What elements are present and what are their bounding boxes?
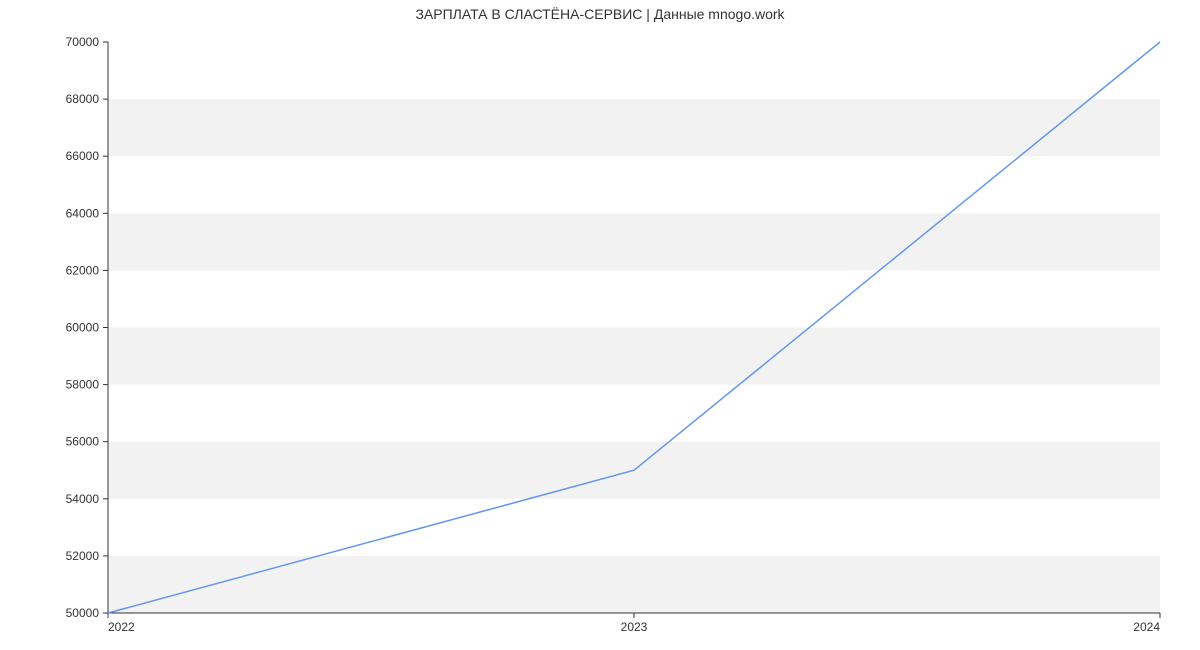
y-tick-label: 62000 (66, 263, 100, 277)
y-tick-label: 68000 (66, 92, 100, 106)
chart-svg: 50000 52000 54000 56000 58000 60000 62000 64000… (0, 0, 1200, 650)
chart-title: ЗАРПЛАТА В СЛАСТЁНА-СЕРВИС | Данные mnog… (0, 6, 1200, 22)
y-tick-label: 58000 (66, 378, 100, 392)
y-tick-label: 56000 (66, 435, 100, 449)
salary-line-chart: ЗАРПЛАТА В СЛАСТЁНА-СЕРВИС | Данные mnog… (0, 0, 1200, 650)
y-tick-label: 64000 (66, 206, 100, 220)
y-tick-label: 50000 (66, 606, 100, 620)
x-tick-label: 2024 (1133, 620, 1160, 634)
x-tick-label: 2023 (621, 620, 648, 634)
y-tick-label: 60000 (66, 321, 100, 335)
y-tick-label: 70000 (66, 35, 100, 49)
x-tick-label: 2022 (108, 620, 135, 634)
y-tick-label: 52000 (66, 549, 100, 563)
y-tick-label: 66000 (66, 149, 100, 163)
y-tick-label: 54000 (66, 492, 100, 506)
